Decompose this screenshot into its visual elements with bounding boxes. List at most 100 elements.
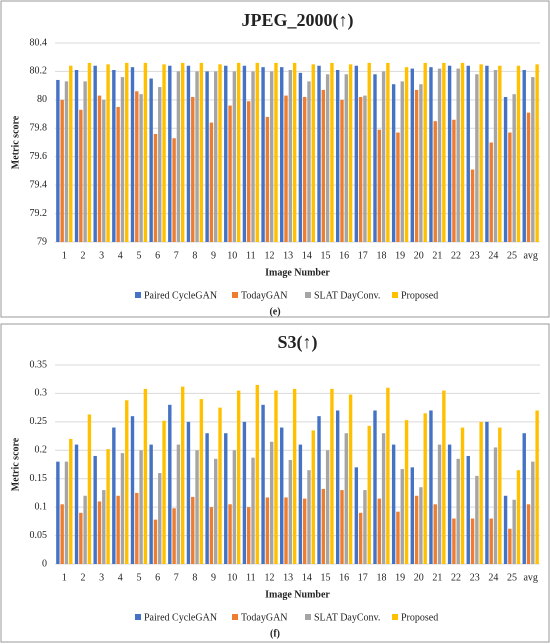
bar bbox=[191, 496, 195, 564]
bar bbox=[433, 504, 437, 564]
bar bbox=[251, 457, 255, 564]
bar bbox=[125, 62, 129, 243]
bar bbox=[64, 81, 69, 242]
legend-swatch bbox=[232, 614, 238, 620]
bar bbox=[330, 388, 334, 564]
x-tick-label: 24 bbox=[488, 250, 498, 261]
bar bbox=[158, 87, 162, 242]
bar bbox=[247, 507, 251, 564]
bar bbox=[396, 132, 400, 242]
bar bbox=[60, 504, 64, 564]
bar bbox=[87, 62, 92, 243]
bar bbox=[181, 386, 185, 564]
bar bbox=[292, 388, 297, 564]
bar bbox=[414, 495, 419, 564]
bar bbox=[236, 62, 241, 243]
bar bbox=[288, 459, 293, 564]
bar bbox=[218, 407, 222, 564]
bar bbox=[298, 444, 303, 564]
bar bbox=[410, 467, 414, 564]
bar bbox=[386, 62, 390, 243]
y-tick-label: 0.05 bbox=[30, 530, 48, 541]
bar bbox=[344, 74, 348, 243]
bar bbox=[373, 410, 377, 564]
bar bbox=[143, 62, 148, 243]
y-tick-label: 80 bbox=[37, 94, 47, 105]
x-tick-label: 2 bbox=[80, 250, 85, 261]
bar bbox=[307, 470, 311, 564]
legend-label: Proposed bbox=[401, 290, 438, 301]
legend-label: TodayGAN bbox=[241, 612, 288, 623]
bar bbox=[280, 67, 284, 243]
caption: (e) bbox=[269, 306, 280, 317]
bar bbox=[56, 79, 60, 242]
bar bbox=[493, 447, 498, 564]
bar bbox=[460, 427, 465, 564]
bar bbox=[321, 89, 326, 243]
bar bbox=[64, 461, 69, 564]
y-tick-label: 79.4 bbox=[30, 179, 48, 190]
bar bbox=[106, 449, 110, 564]
legend-label: Paired CycleGAN bbox=[144, 290, 217, 301]
x-tick-label: 11 bbox=[246, 250, 256, 261]
x-tick-label: 16 bbox=[339, 250, 349, 261]
bar bbox=[60, 99, 64, 242]
legend-swatch bbox=[135, 292, 141, 298]
panel-border bbox=[0, 0, 550, 318]
legend-label: Proposed bbox=[401, 612, 438, 623]
bar bbox=[419, 487, 423, 564]
x-tick-label: 25 bbox=[507, 250, 517, 261]
x-tick-label: 20 bbox=[414, 250, 424, 261]
bar bbox=[475, 74, 479, 243]
bar bbox=[269, 71, 274, 242]
bar bbox=[186, 65, 191, 242]
bar bbox=[130, 67, 135, 243]
bar bbox=[404, 67, 409, 243]
chart-title: S3(↑) bbox=[278, 332, 318, 353]
bar bbox=[535, 64, 539, 242]
panel-border bbox=[0, 323, 550, 643]
legend-swatch bbox=[305, 292, 311, 298]
x-tick-label: 23 bbox=[470, 250, 480, 261]
legend-swatch bbox=[232, 292, 238, 298]
bar bbox=[116, 106, 120, 242]
bar bbox=[176, 71, 181, 242]
bar bbox=[162, 420, 166, 564]
bar bbox=[447, 444, 452, 564]
bar bbox=[135, 91, 139, 242]
bar bbox=[251, 71, 255, 242]
x-tick-label: 5 bbox=[136, 250, 141, 261]
bar bbox=[87, 414, 92, 564]
x-tick-label: 1 bbox=[62, 572, 67, 583]
x-axis-label: Image Number bbox=[265, 267, 330, 278]
x-tick-label: 15 bbox=[320, 572, 330, 583]
bar bbox=[367, 62, 371, 243]
y-tick-label: 80.4 bbox=[30, 37, 48, 48]
bar bbox=[199, 399, 204, 564]
bar bbox=[168, 404, 172, 564]
legend-label: SLAT DayConv. bbox=[314, 612, 380, 623]
bar bbox=[535, 410, 539, 564]
bar bbox=[400, 469, 404, 564]
x-tick-label: 10 bbox=[227, 572, 237, 583]
bar bbox=[433, 121, 437, 242]
x-tick-label: 7 bbox=[174, 250, 179, 261]
x-tick-label: 6 bbox=[155, 250, 160, 261]
x-tick-label: 1 bbox=[62, 250, 67, 261]
x-tick-label: avg bbox=[523, 250, 537, 261]
x-tick-label: 24 bbox=[488, 572, 498, 583]
bar bbox=[120, 77, 125, 242]
bar bbox=[419, 84, 423, 242]
bar bbox=[181, 62, 185, 243]
y-tick-label: 0.15 bbox=[30, 473, 48, 484]
bar bbox=[153, 519, 158, 564]
bar bbox=[452, 518, 456, 564]
bar bbox=[102, 99, 106, 242]
bar bbox=[284, 497, 288, 564]
x-tick-label: 14 bbox=[302, 250, 312, 261]
bar bbox=[218, 64, 222, 242]
bar bbox=[79, 512, 83, 564]
bar bbox=[526, 504, 531, 564]
bar bbox=[377, 498, 381, 564]
bar bbox=[516, 470, 521, 564]
